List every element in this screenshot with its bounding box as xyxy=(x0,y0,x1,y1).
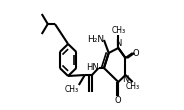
Text: O: O xyxy=(133,49,139,58)
Text: HN: HN xyxy=(86,63,99,72)
Text: H₂N: H₂N xyxy=(87,36,104,45)
Text: CH₃: CH₃ xyxy=(65,85,79,94)
Text: CH₃: CH₃ xyxy=(111,26,125,35)
Text: O: O xyxy=(115,96,122,105)
Text: N: N xyxy=(115,39,121,48)
Text: CH₃: CH₃ xyxy=(126,82,140,91)
Text: N: N xyxy=(122,75,129,84)
